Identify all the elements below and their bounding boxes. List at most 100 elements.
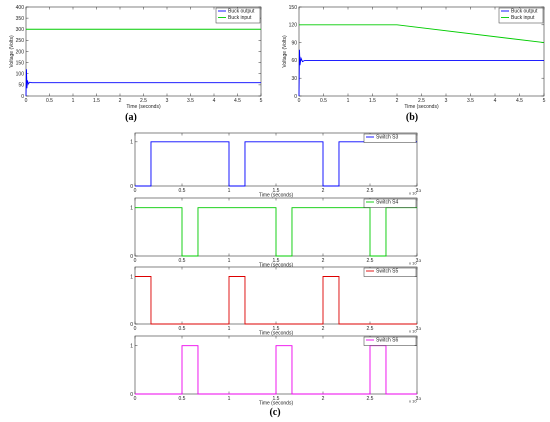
x-exponent-c1: -3 (418, 188, 422, 193)
x-tick-label-a-6: 3 (166, 98, 169, 104)
x-axis-label-c1: Time (seconds) (259, 193, 294, 199)
y-tick-label-c4-1: 1 (130, 343, 133, 349)
x-tick-label-b-9: 4.5 (516, 98, 523, 104)
x-tick-label-c1-5: 2.5 (367, 188, 374, 194)
x-tick-label-c2-6: 3 (416, 258, 419, 264)
x-tick-label-c4-3: 1.5 (273, 396, 280, 402)
legend-box-a (215, 7, 261, 24)
x-multiplier-c1: x 10 (409, 191, 417, 196)
y-tick-label-a-0: 0 (21, 94, 24, 100)
y-tick-label-a-1: 50 (18, 83, 24, 89)
x-tick-label-c2-0: 0 (134, 258, 137, 264)
x-tick-label-a-5: 2.5 (140, 98, 147, 104)
x-axis-label-c3: Time (seconds) (259, 331, 294, 337)
x-tick-label-a-0: 0 (25, 98, 28, 104)
x-tick-label-c1-3: 1.5 (273, 188, 280, 194)
y-tick-label-a-5: 250 (16, 38, 25, 44)
x-axis-label-c4: Time (seconds) (259, 401, 294, 407)
legend-label-c1-0: Switch S3 (376, 135, 398, 141)
x-tick-label-c2-5: 2.5 (367, 258, 374, 264)
x-tick-label-c4-2: 1 (228, 396, 231, 402)
series-line-c3-0 (135, 276, 417, 325)
series-line-b-0 (298, 49, 544, 97)
series-line-c1-0 (135, 141, 417, 187)
x-tick-label-c4-0: 0 (134, 396, 137, 402)
x-tick-label-a-2: 1 (72, 98, 75, 104)
x-tick-label-c2-3: 1.5 (273, 258, 280, 264)
y-tick-label-b-1: 30 (291, 76, 297, 82)
y-tick-label-b-4: 120 (289, 23, 298, 29)
x-tick-label-b-4: 2 (396, 98, 399, 104)
y-tick-label-a-6: 300 (16, 27, 25, 33)
x-tick-label-b-0: 0 (298, 98, 301, 104)
x-tick-label-c1-6: 3 (416, 188, 419, 194)
y-tick-label-a-8: 400 (16, 5, 25, 11)
x-tick-label-b-2: 1 (347, 98, 350, 104)
x-tick-label-c1-4: 2 (322, 188, 325, 194)
legend-box-c3 (363, 267, 417, 277)
y-tick-label-c2-0: 0 (130, 254, 133, 260)
x-tick-label-c4-1: 0.5 (179, 396, 186, 402)
y-tick-label-a-3: 150 (16, 60, 25, 66)
x-tick-label-c3-2: 1 (228, 326, 231, 332)
x-tick-label-a-7: 3.5 (187, 98, 194, 104)
legend-box-b (498, 7, 544, 24)
x-tick-label-a-1: 0.5 (46, 98, 53, 104)
y-tick-label-c3-1: 1 (130, 274, 133, 280)
x-axis-label-c2: Time (seconds) (259, 263, 294, 269)
x-tick-label-c3-3: 1.5 (273, 326, 280, 332)
x-tick-label-b-10: 5 (543, 98, 546, 104)
x-tick-label-c1-2: 1 (228, 188, 231, 194)
y-tick-label-b-5: 150 (289, 5, 298, 11)
x-multiplier-c4: x 10 (409, 399, 417, 404)
x-axis-label-a: Time (seconds) (126, 104, 161, 110)
x-tick-label-b-3: 1.5 (369, 98, 376, 104)
caption-b: (b) (406, 112, 418, 123)
x-tick-label-b-6: 3 (445, 98, 448, 104)
legend-label-c4-0: Switch S6 (376, 338, 398, 344)
x-tick-label-a-10: 5 (260, 98, 263, 104)
y-tick-label-b-3: 90 (291, 40, 297, 46)
legend-box-c2 (363, 198, 417, 208)
x-tick-label-c2-1: 0.5 (179, 258, 186, 264)
y-tick-label-c4-0: 0 (130, 392, 133, 398)
series-line-c2-0 (135, 207, 417, 257)
legend-label-b-0: Buck output (511, 9, 538, 15)
legend-label-c3-0: Switch S5 (376, 269, 398, 275)
x-tick-label-c3-4: 2 (322, 326, 325, 332)
x-tick-label-c3-6: 3 (416, 326, 419, 332)
x-tick-label-c3-1: 0.5 (179, 326, 186, 332)
x-multiplier-c3: x 10 (409, 329, 417, 334)
x-exponent-c3: -3 (418, 326, 422, 331)
legend-label-a-0: Buck output (228, 9, 255, 15)
series-line-b-1 (299, 24, 545, 44)
x-tick-label-c3-0: 0 (134, 326, 137, 332)
y-tick-label-b-0: 0 (294, 94, 297, 100)
x-tick-label-c4-6: 3 (416, 396, 419, 402)
x-exponent-c2: -3 (418, 258, 422, 263)
x-tick-label-c4-4: 2 (322, 396, 325, 402)
y-axis-label-b: Voltage (Volts) (282, 35, 288, 68)
series-line-a-0 (25, 69, 261, 97)
x-tick-label-a-4: 2 (119, 98, 122, 104)
x-tick-label-b-5: 2.5 (418, 98, 425, 104)
y-tick-label-c1-0: 0 (130, 184, 133, 190)
y-tick-label-a-7: 350 (16, 16, 25, 22)
x-tick-label-a-8: 4 (213, 98, 216, 104)
x-tick-label-c3-5: 2.5 (367, 326, 374, 332)
x-tick-label-c2-4: 2 (322, 258, 325, 264)
x-tick-label-c1-0: 0 (134, 188, 137, 194)
legend-box-c4 (363, 336, 417, 346)
y-tick-label-a-4: 200 (16, 49, 25, 55)
caption-c: (c) (269, 407, 280, 418)
x-tick-label-b-7: 3.5 (467, 98, 474, 104)
y-tick-label-c2-1: 1 (130, 205, 133, 211)
x-axis-label-b: Time (seconds) (404, 104, 439, 110)
caption-a: (a) (125, 112, 137, 123)
x-tick-label-b-1: 0.5 (320, 98, 327, 104)
y-tick-label-c3-0: 0 (130, 322, 133, 328)
y-axis-label-a: Voltage (Volts) (9, 35, 15, 68)
x-tick-label-c1-1: 0.5 (179, 188, 186, 194)
legend-label-c2-0: Switch S4 (376, 200, 398, 206)
